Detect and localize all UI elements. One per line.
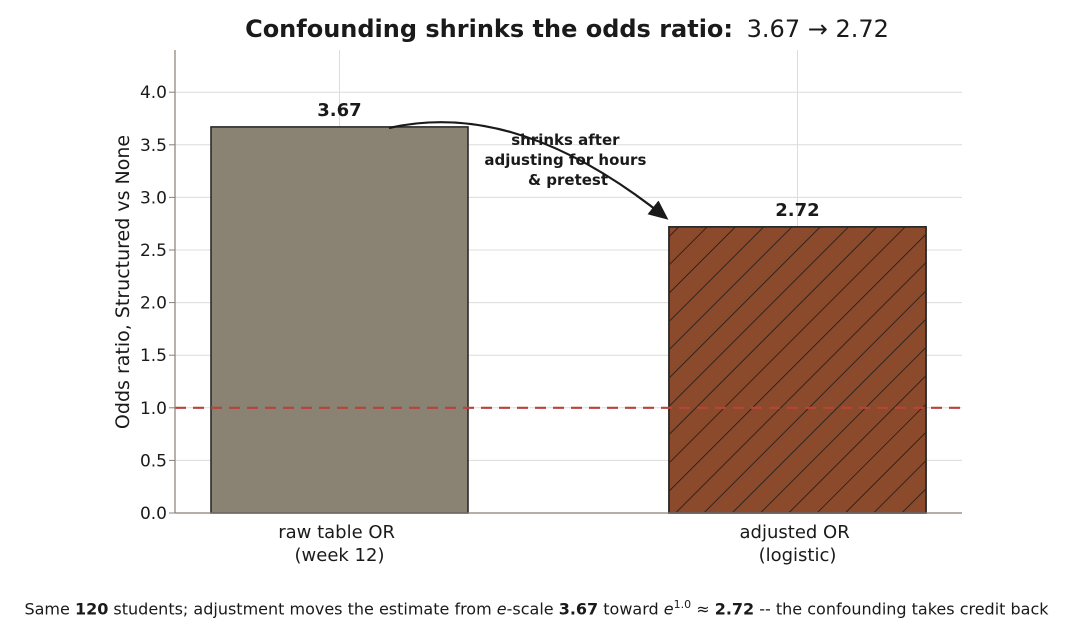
y-tick-label: 3.0 [140, 188, 167, 208]
y-tick-labels: 0.0 0.5 1.0 1.5 2.0 2.5 3.0 3.5 4.0 [140, 83, 175, 524]
x-label-raw-line2: (week 12) [295, 545, 385, 566]
y-tick-label: 3.5 [140, 136, 167, 156]
annotation-text: shrinks after adjusting for hours & pret… [484, 131, 651, 189]
y-axis-label: Odds ratio, Structured vs None [112, 135, 134, 429]
x-label-adjusted-line2: (logistic) [759, 545, 837, 566]
y-tick-label: 0.5 [140, 451, 167, 471]
x-label-raw: raw table OR (week 12) [278, 522, 401, 566]
bar-raw-table-or [210, 126, 469, 514]
caption-e2: e [663, 599, 674, 619]
caption-exp: 1.0 [673, 598, 692, 611]
y-tick-label: 4.0 [140, 83, 167, 103]
x-label-adjusted-line1: adjusted OR [740, 522, 850, 543]
annotation-arrow [388, 121, 669, 220]
y-tick-label: 2.0 [140, 294, 167, 314]
annotation-line-3: & pretest [528, 171, 608, 189]
y-tick-label: 0.0 [140, 504, 167, 524]
caption-part2: -scale [506, 599, 559, 619]
value-label-raw: 3.67 [317, 100, 361, 121]
caption-approx: ≈ [691, 599, 715, 619]
value-label-adjusted: 2.72 [775, 200, 819, 221]
caption-part1: students; adjustment moves the estimate … [108, 599, 497, 619]
caption-prefix: Same [24, 599, 75, 619]
caption-v2: 2.72 [714, 599, 755, 619]
bar-adjusted-or-hatch [668, 226, 927, 514]
caption-v1: 3.67 [558, 599, 599, 619]
annotation-line-2: adjusting for hours [484, 151, 646, 169]
y-tick-label: 2.5 [140, 241, 167, 261]
y-tick-label: 1.5 [140, 346, 167, 366]
x-label-raw-line1: raw table OR [278, 522, 395, 543]
caption-e1: e [496, 599, 507, 619]
caption-part3: toward [598, 599, 664, 619]
bar-layer [210, 126, 927, 514]
caption-suffix: -- the confounding takes credit back [754, 599, 1049, 619]
x-label-adjusted: adjusted OR (logistic) [740, 522, 856, 566]
annotation-line-1: shrinks after [511, 131, 620, 149]
chart-title-values: 3.67 → 2.72 [747, 15, 889, 43]
caption-n: 120 [74, 599, 109, 619]
chart-caption: Same 120 students; adjustment moves the … [0, 598, 1073, 618]
y-tick-label: 1.0 [140, 399, 167, 419]
chart-title: Confounding shrinks the odds ratio: 3.67… [245, 15, 889, 43]
chart-title-text: Confounding shrinks the odds ratio: [245, 15, 733, 43]
